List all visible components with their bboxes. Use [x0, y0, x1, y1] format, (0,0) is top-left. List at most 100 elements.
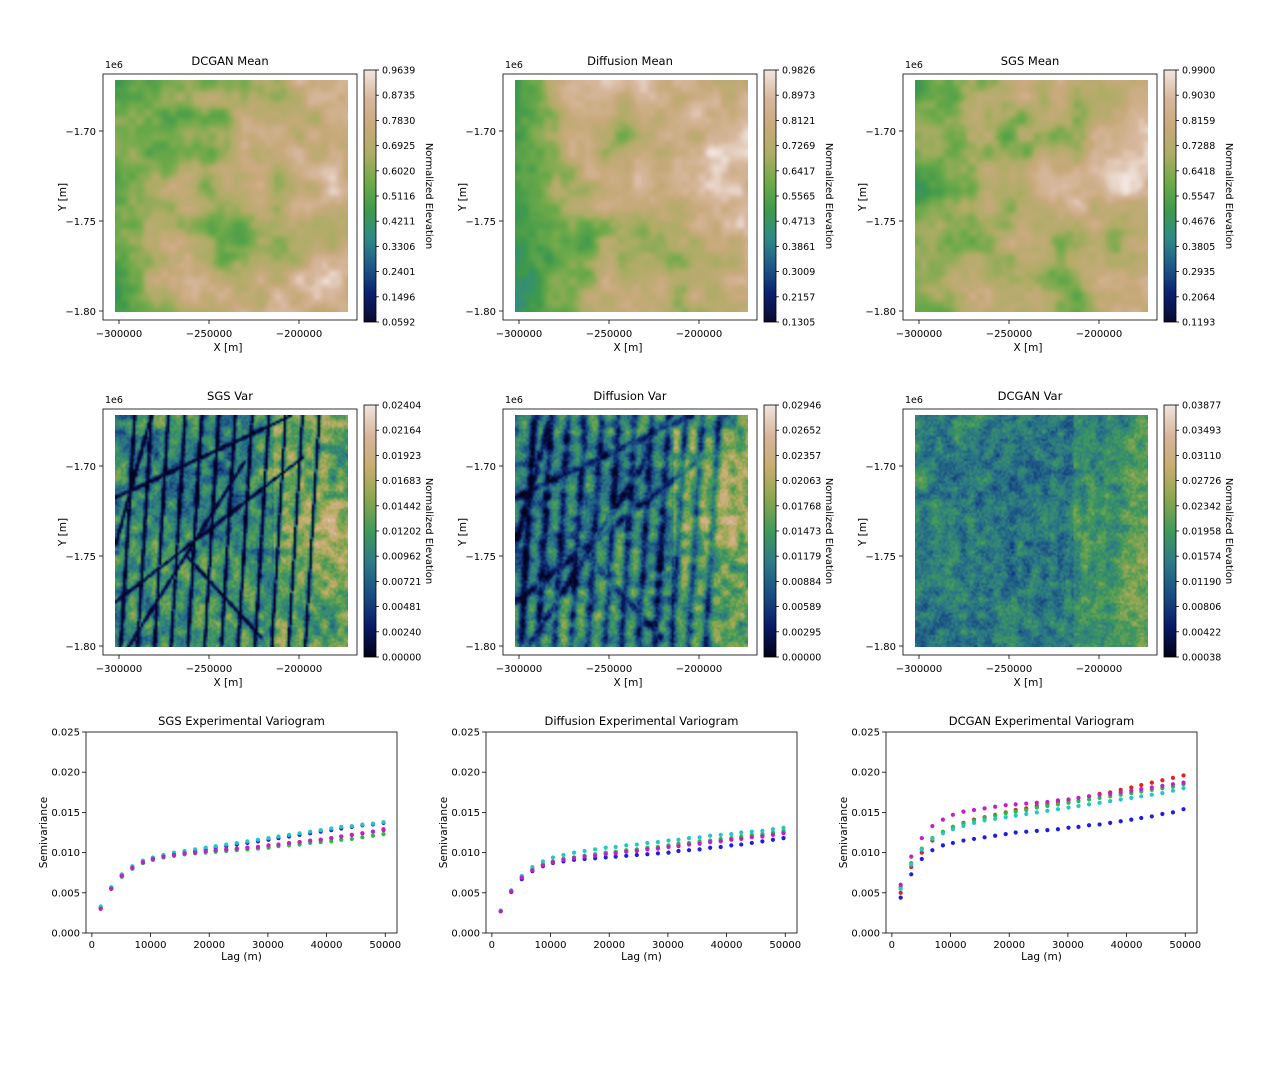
series-3: [898, 782, 1186, 890]
data-point: [898, 895, 903, 900]
data-point: [1086, 802, 1092, 807]
data-point: [708, 833, 713, 838]
colorbar-tick-label: 0.5565: [782, 192, 815, 203]
data-point: [1034, 800, 1039, 805]
data-point: [245, 839, 250, 844]
data-point: [349, 832, 354, 838]
colorbar-tick-label: 0.2064: [1182, 292, 1215, 303]
y-tick-label: −1.80: [465, 307, 496, 318]
y-tick-label: 0.010: [51, 848, 80, 859]
colorbar: [763, 69, 777, 323]
data-point: [1129, 785, 1134, 790]
series-5: [98, 827, 386, 911]
data-point: [645, 852, 650, 857]
chart-title: SGS Experimental Variogram: [158, 714, 325, 728]
x-tick-label: −250000: [586, 329, 633, 340]
colorbar-tick-label: 0.2935: [1182, 267, 1215, 278]
data-point: [171, 852, 177, 858]
colorbar: [1163, 69, 1177, 323]
x-axis-label: X [m]: [1014, 342, 1043, 354]
data-point: [613, 844, 618, 850]
data-point: [593, 847, 598, 852]
data-point: [130, 865, 135, 870]
x-tick-label: −300000: [896, 664, 943, 675]
colorbar-tick-label: 0.01442: [382, 501, 421, 512]
colorbar: [363, 404, 377, 658]
colorbar-tick-label: 0.02063: [782, 476, 821, 487]
data-point: [708, 840, 713, 845]
data-point: [1024, 807, 1029, 813]
x-tick-label: −250000: [186, 664, 233, 675]
heatmap-panel-dcgan-var: DCGAN Var 1e6 −300000 −250000 −200000 −1.70 −1…: [857, 389, 1234, 689]
heatmap-panel-sgs-mean: SGS Mean 1e6 −300000 −250000 −200000 −1.70 −1.…: [857, 54, 1234, 354]
data-point: [1118, 790, 1123, 795]
colorbar-tick-label: 0.00481: [382, 602, 421, 613]
colorbar-tick-label: 0.3861: [782, 242, 815, 253]
data-point: [1118, 819, 1123, 824]
x-tick-label: −200000: [276, 329, 323, 340]
data-point: [339, 824, 344, 829]
data-point: [603, 855, 608, 860]
x-tick-label: 10000: [135, 940, 167, 951]
data-point: [255, 844, 261, 850]
data-point: [582, 848, 587, 854]
data-point: [1066, 805, 1071, 810]
axes-frame: [885, 731, 1198, 934]
data-point: [770, 827, 776, 832]
colorbar-label: Normalized Elevation: [1223, 478, 1234, 584]
data-point: [1129, 795, 1134, 801]
data-point: [760, 828, 765, 833]
data-point: [276, 842, 281, 847]
x-tick-label: −300000: [96, 329, 143, 340]
colorbar-tick-label: 0.02946: [782, 401, 821, 412]
data-point: [634, 848, 639, 854]
data-point: [1086, 797, 1092, 802]
data-point: [697, 847, 702, 852]
series-4: [498, 825, 786, 913]
data-point: [1160, 791, 1165, 796]
axes-frame: [102, 408, 358, 656]
data-point: [498, 909, 503, 914]
colorbar-tick-label: 0.9639: [382, 66, 415, 77]
chart-title: Diffusion Experimental Variogram: [544, 714, 738, 728]
data-point: [1045, 827, 1050, 833]
data-point: [898, 890, 903, 895]
data-point: [360, 831, 365, 836]
data-point: [718, 839, 723, 844]
x-tick-label: −200000: [1076, 329, 1123, 340]
series-5: [898, 780, 1186, 887]
y-tick-label: −1.70: [865, 127, 896, 138]
chart-title: DCGAN Experimental Variogram: [949, 714, 1135, 728]
y-tick-label: −1.70: [465, 127, 496, 138]
y-axis-label: Y [m]: [857, 183, 869, 212]
data-point: [530, 868, 535, 873]
data-point: [1076, 795, 1081, 801]
data-point: [1181, 786, 1186, 791]
scatter-panel-sgs-variogram: SGS Experimental Variogram 0 10000 20000 300…: [38, 714, 401, 963]
colorbar-tick-label: 0.01190: [1182, 577, 1221, 588]
data-point: [318, 827, 323, 833]
colorbar: [763, 404, 777, 658]
scatter-panel-dcgan-variogram: DCGAN Experimental Variogram 0 10000 20000 3…: [838, 714, 1201, 963]
data-point: [1086, 794, 1092, 799]
colorbar-tick-label: 0.02342: [1182, 501, 1221, 512]
data-point: [729, 832, 734, 837]
data-point: [245, 845, 250, 850]
colorbar-tick-label: 0.00038: [1182, 653, 1221, 664]
data-point: [655, 840, 661, 845]
data-point: [676, 837, 681, 842]
data-point: [666, 850, 671, 855]
y-tick-label: 0.005: [51, 888, 80, 899]
y-axis-label: Y [m]: [857, 518, 869, 547]
x-axis-label: Lag (m): [621, 951, 662, 963]
colorbar-tick-label: 0.7288: [1182, 141, 1215, 152]
data-point: [1160, 811, 1165, 817]
colorbar-tick-label: 0.01958: [1182, 527, 1221, 538]
chart-title: Diffusion Var: [593, 389, 666, 403]
x-tick-label: 50000: [1169, 940, 1201, 951]
data-point: [1076, 799, 1081, 804]
data-point: [697, 835, 702, 840]
data-point: [224, 842, 229, 847]
data-point: [349, 836, 354, 842]
data-point: [930, 836, 935, 842]
